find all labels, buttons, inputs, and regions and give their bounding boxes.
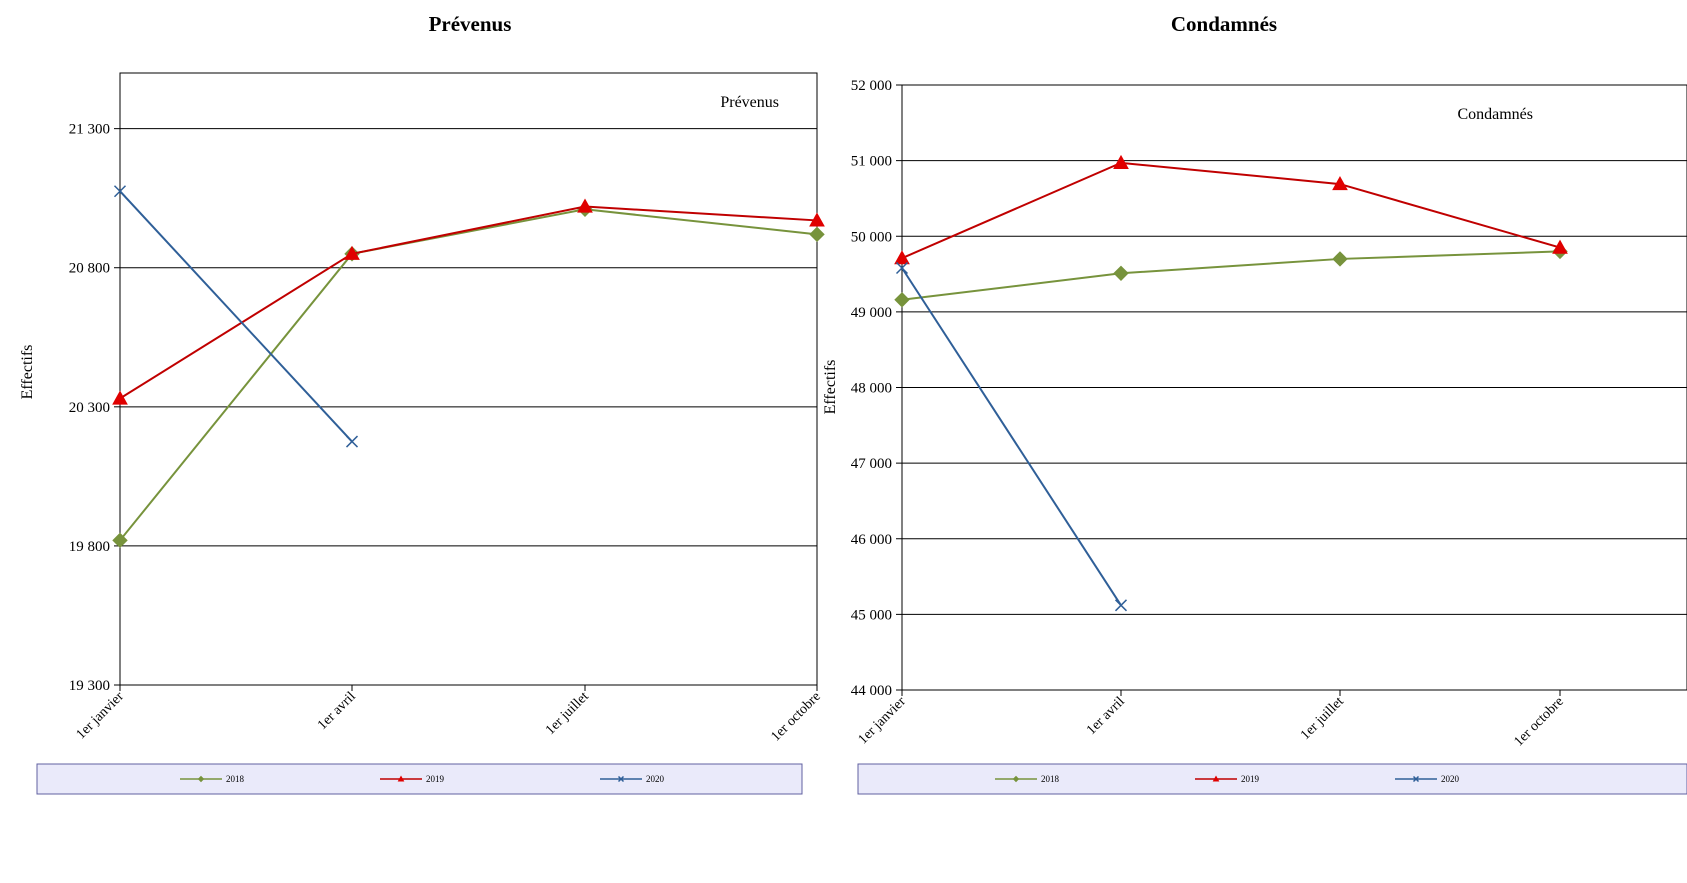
series-line-2018 [119,208,818,541]
y-axis-label: Effectifs [822,360,839,415]
chart-title: Prévenus [429,12,512,36]
y-tick-labels: 44 000 45 000 46 000 47 000 48 000 49 000 50 0… [851,78,892,699]
y-tick-label: 52 000 [851,78,892,94]
x-tick-label: 1er janvier [74,689,127,742]
legend-item-2018: 2018 [995,774,1060,784]
x-tick-label: 1er juillet [543,689,592,738]
y-tick-label: 45 000 [851,607,892,623]
legend: 2018 2019 2020 [995,774,1460,784]
legend-item-2020: 2020 [1395,774,1460,784]
series-line-2020 [119,190,353,443]
chart-title: Condamnés [1171,12,1277,36]
legend-label: 2019 [1241,774,1260,784]
series-2019 [894,154,1568,265]
legend-label: 2019 [426,774,445,784]
x-tick-labels: 1er janvier 1er avril 1er juillet 1er octob… [856,694,1567,750]
y-tick-label: 51 000 [851,154,892,170]
data-point-diamond [894,292,910,308]
data-point-triangle [809,212,825,227]
data-point-triangle [894,250,910,265]
legend-label: 2020 [646,774,665,784]
chart-prevenus: Prévenus Effectifs Prévenus 19 300 19 800… [19,12,825,795]
y-tick-label: 47 000 [851,456,892,472]
legend-item-2019: 2019 [1195,774,1260,784]
y-tick-label: 19 800 [69,539,110,555]
y-tick-label: 49 000 [851,305,892,321]
data-point-x-stroke [113,185,127,198]
series-2019 [112,198,825,405]
y-tick-label: 21 300 [69,122,110,138]
y-tick-label: 48 000 [851,381,892,397]
y-tick-labels: 19 300 19 800 20 300 20 800 21 300 [69,122,110,694]
legend-item-2020: 2020 [600,774,665,784]
data-point-triangle [112,390,128,405]
series-group [894,154,1568,612]
data-point-x-stroke [617,775,625,783]
series-line-2020 [901,267,1122,606]
legend-label: 2018 [226,774,245,784]
legend-item-2018: 2018 [180,774,245,784]
data-point-x-stroke [1412,775,1420,783]
data-point-x [1412,775,1420,783]
data-point-triangle [344,245,360,260]
data-point-diamond [809,226,825,243]
y-tick-label: 19 300 [69,678,110,694]
series-group [112,185,825,549]
data-point-diamond [112,532,128,549]
series-2018 [894,243,1568,308]
grid-lines [114,128,818,691]
data-point-x-stroke [345,435,359,448]
y-tick-label: 46 000 [851,532,892,548]
plot-inner-label: Prévenus [720,94,779,111]
series-line-2019 [901,161,1561,260]
plot-inner-label: Condamnés [1457,106,1533,123]
data-point-diamond [1332,251,1348,267]
x-tick-label: 1er juillet [1298,694,1347,743]
x-tick-label: 1er avril [1084,694,1128,738]
chart-condamnes: Condamnés Effectifs Condamnés 44 000 45 0… [822,12,1687,795]
legend-label: 2018 [1041,774,1060,784]
data-point-triangle [1212,775,1220,782]
x-tick-label: 1er octobre [1511,694,1566,749]
series-2018 [112,201,825,549]
data-point-x [1114,599,1128,612]
grid-lines [896,84,1687,696]
y-axis-label: Effectifs [19,345,36,400]
x-tick-labels: 1er janvier 1er avril 1er juillet 1er octob… [74,689,824,745]
data-point-x-stroke [895,261,909,275]
series-line-2018 [901,250,1561,301]
legend-item-2019: 2019 [380,774,445,784]
x-tick-label: 1er octobre [768,689,823,744]
series-2020 [113,185,359,448]
series-2020 [895,261,1128,612]
series-line-2019 [119,205,818,400]
data-point-diamond [1012,775,1020,783]
data-point-x [113,185,127,198]
data-point-triangle [1332,176,1348,191]
x-tick-label: 1er avril [315,689,359,733]
data-point-diamond [197,775,205,783]
data-point-triangle [1113,154,1129,169]
legend-box [857,763,1687,795]
data-point-x-stroke [1114,599,1128,612]
data-point-x [617,775,625,783]
plot-area [119,72,818,686]
data-point-triangle [1552,239,1568,254]
data-point-triangle [577,198,593,213]
y-tick-label: 20 300 [69,400,110,416]
data-point-triangle [397,775,405,782]
data-point-diamond [1113,265,1129,282]
legend: 2018 2019 2020 [180,774,665,784]
y-tick-label: 20 800 [69,261,110,277]
data-point-x [895,261,909,275]
y-tick-label: 44 000 [851,683,892,699]
data-point-x [345,435,359,448]
x-tick-label: 1er janvier [856,694,909,747]
legend-label: 2020 [1441,774,1460,784]
y-tick-label: 50 000 [851,229,892,245]
